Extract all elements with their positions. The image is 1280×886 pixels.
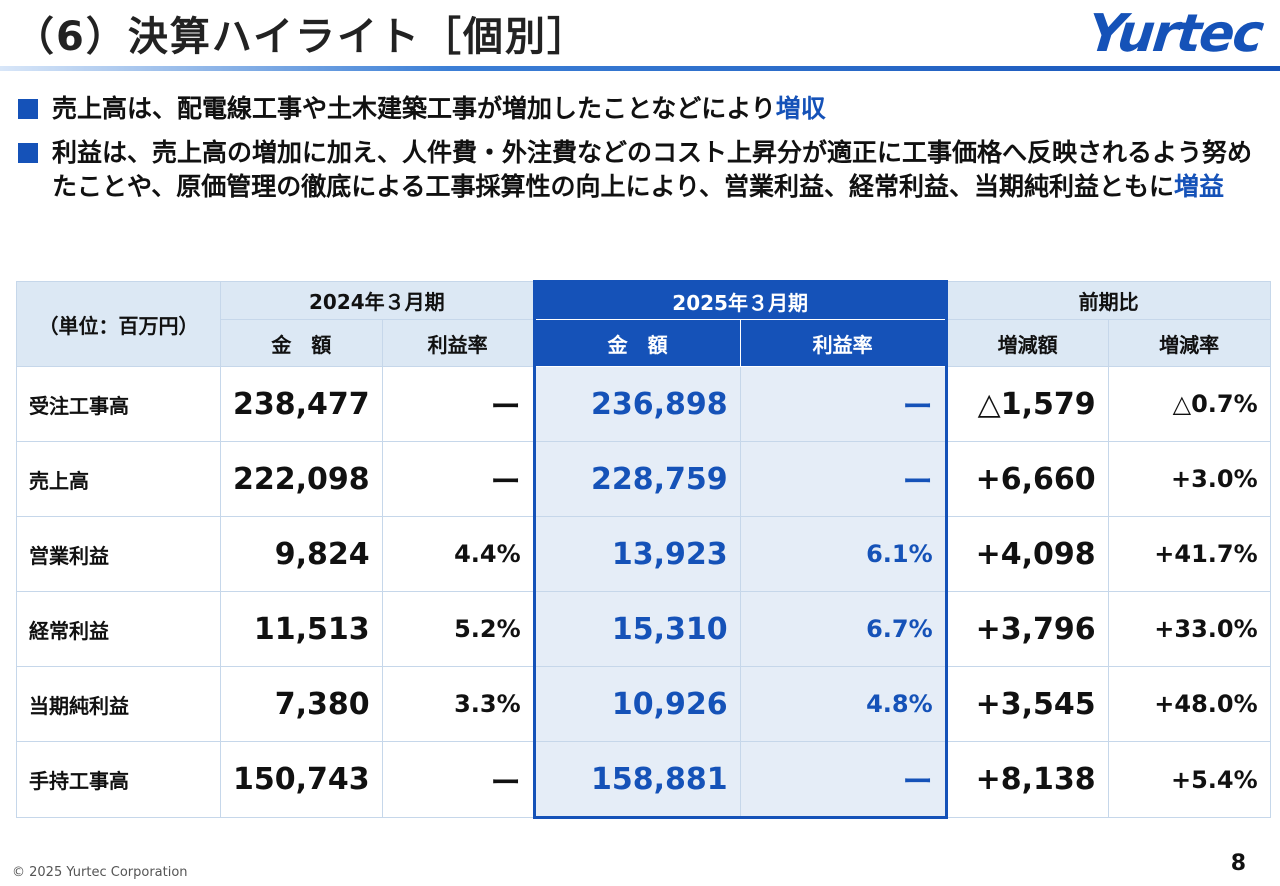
prev-margin: 3.3% <box>381 666 535 742</box>
table-header-row-periods: （単位：百万円） 2024年３月期 2025年３月期 前期比 <box>16 280 1271 367</box>
change-amount: +3,796 <box>945 591 1109 667</box>
table-row: 売上高 222,098 ー 228,759 ー +6,660 +3.0% <box>16 441 1271 517</box>
row-label: 手持工事高 <box>16 741 221 818</box>
col-header-prev-amount: 金 額 <box>220 319 383 367</box>
bullet-text: 利益は、売上高の増加に加え、人件費・外注費などのコスト上昇分が適正に工事価格へ反… <box>52 138 1253 201</box>
col-header-curr-margin: 利益率 <box>739 319 948 367</box>
unit-label: （単位：百万円） <box>38 313 199 338</box>
curr-margin: 6.7% <box>739 591 948 667</box>
change-amount: △1,579 <box>945 366 1109 442</box>
curr-amount: 228,759 <box>532 441 741 517</box>
curr-amount: 13,923 <box>532 516 741 592</box>
change-rate: +3.0% <box>1107 441 1271 517</box>
period-header-diff: 前期比 <box>945 281 1271 320</box>
curr-amount: 158,881 <box>532 741 741 819</box>
curr-margin: ー <box>739 741 948 819</box>
prev-margin: ー <box>381 741 535 818</box>
curr-amount: 10,926 <box>532 666 741 742</box>
col-header-curr-amount: 金 額 <box>532 319 741 367</box>
bullet-item-profit: 利益は、売上高の増加に加え、人件費・外注費などのコスト上昇分が適正に工事価格へ反… <box>18 136 1268 204</box>
square-bullet-icon <box>18 143 38 163</box>
col-header-change-rate: 増減率 <box>1107 319 1271 367</box>
bullet-item-sales: 売上高は、配電線工事や土木建築工事が増加したことなどにより増収 <box>18 92 1268 126</box>
bullet-list: 売上高は、配電線工事や土木建築工事が増加したことなどにより増収 利益は、売上高の… <box>18 92 1268 214</box>
prev-amount: 238,477 <box>220 366 383 442</box>
prev-amount: 9,824 <box>220 516 383 592</box>
table-row: 営業利益 9,824 4.4% 13,923 6.1% +4,098 +41.7… <box>16 516 1271 592</box>
row-label: 経常利益 <box>16 591 221 667</box>
change-amount: +4,098 <box>945 516 1109 592</box>
prev-amount: 222,098 <box>220 441 383 517</box>
row-label: 受注工事高 <box>16 366 221 442</box>
table-row: 経常利益 11,513 5.2% 15,310 6.7% +3,796 +33.… <box>16 591 1271 667</box>
row-label: 営業利益 <box>16 516 221 592</box>
unit-header-cell: （単位：百万円） <box>16 281 221 367</box>
curr-amount: 236,898 <box>532 366 741 442</box>
prev-margin: ー <box>381 441 535 517</box>
curr-margin: 4.8% <box>739 666 948 742</box>
title-divider <box>0 66 1280 71</box>
curr-margin: ー <box>739 366 948 442</box>
table-row: 手持工事高 150,743 ー 158,881 ー +8,138 +5.4% <box>16 741 1271 819</box>
col-header-change-amount: 増減額 <box>945 319 1109 367</box>
col-header-prev-margin: 利益率 <box>381 319 535 367</box>
change-amount: +6,660 <box>945 441 1109 517</box>
change-rate: +48.0% <box>1107 666 1271 742</box>
curr-margin: 6.1% <box>739 516 948 592</box>
bullet-text: 売上高は、配電線工事や土木建築工事が増加したことなどにより <box>52 94 776 123</box>
change-rate: +41.7% <box>1107 516 1271 592</box>
prev-amount: 7,380 <box>220 666 383 742</box>
change-rate: +5.4% <box>1107 741 1271 818</box>
table-row: 当期純利益 7,380 3.3% 10,926 4.8% +3,545 +48.… <box>16 666 1271 742</box>
table-header-row-columns: 金 額 利益率 金 額 利益率 増減額 増減率 <box>17 319 1271 367</box>
prev-margin: 5.2% <box>381 591 535 667</box>
page-title: （6）決算ハイライト［個別］ <box>14 14 590 60</box>
prev-amount: 11,513 <box>220 591 383 667</box>
period-header-prev: 2024年３月期 <box>220 281 535 320</box>
prev-amount: 150,743 <box>220 741 383 818</box>
square-bullet-icon <box>18 99 38 119</box>
table-row: 受注工事高 238,477 ー 236,898 ー △1,579 △0.7% <box>16 366 1271 442</box>
row-label: 売上高 <box>16 441 221 517</box>
change-rate: +33.0% <box>1107 591 1271 667</box>
row-label: 当期純利益 <box>16 666 221 742</box>
company-logo: Yurtec <box>1085 4 1266 64</box>
change-amount: +8,138 <box>945 741 1109 818</box>
copyright-text: © 2025 Yurtec Corporation <box>12 865 188 880</box>
change-amount: +3,545 <box>945 666 1109 742</box>
financial-highlights-table: （単位：百万円） 2024年３月期 2025年３月期 前期比 金 額 利益率 金… <box>16 280 1271 819</box>
prev-margin: ー <box>381 366 535 442</box>
period-header-curr: 2025年３月期 <box>532 280 948 320</box>
change-rate: △0.7% <box>1107 366 1271 442</box>
bullet-highlight: 増益 <box>1174 172 1225 201</box>
prev-margin: 4.4% <box>381 516 535 592</box>
curr-amount: 15,310 <box>532 591 741 667</box>
page-number: 8 <box>1230 851 1246 876</box>
curr-margin: ー <box>739 441 948 517</box>
bullet-highlight: 増収 <box>775 94 826 123</box>
